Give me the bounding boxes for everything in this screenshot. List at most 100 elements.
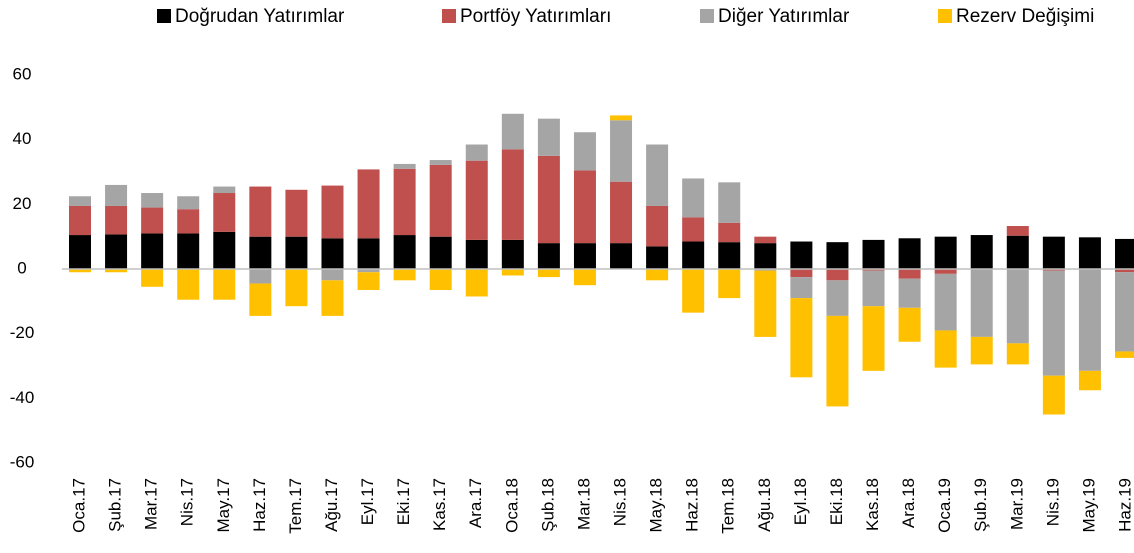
x-tick-group: Oca.18 (502, 478, 521, 533)
x-tick-group: Eyl.17 (358, 478, 377, 525)
y-tick-label: 40 (13, 129, 32, 148)
x-tick-group: Mar.18 (574, 478, 593, 530)
y-tick-label: 20 (13, 194, 32, 213)
x-tick-label: Tem.18 (719, 478, 738, 534)
bar-segment (682, 269, 705, 313)
legend-swatch (938, 9, 952, 23)
bar-segment (69, 269, 91, 273)
bar-segment (573, 170, 596, 244)
bar-segment (898, 278, 921, 308)
x-tick-label: Haz.19 (1115, 478, 1134, 532)
x-tick-group: Ara.17 (466, 478, 485, 528)
bar-segment (177, 196, 200, 210)
x-tick-group: Nis.18 (611, 478, 630, 526)
bar-segment (537, 118, 560, 156)
bar-segment (1115, 351, 1134, 358)
bar-segment (177, 209, 200, 234)
y-tick-label: -20 (10, 323, 35, 342)
bar-segment (862, 306, 885, 371)
bar-segment (862, 270, 885, 307)
bar-segment (1042, 375, 1065, 415)
x-tick-label: Mar.18 (574, 478, 593, 530)
bar-segment (465, 144, 488, 161)
bar-segment (1006, 225, 1029, 236)
bar-segment (970, 336, 993, 365)
x-tick-label: Ağu.18 (755, 478, 774, 532)
bar-segment (321, 185, 344, 239)
x-tick-label: Nis.19 (1043, 478, 1062, 526)
x-tick-group: Eki.17 (394, 478, 413, 525)
bar-segment (357, 269, 380, 273)
bar-segment (177, 269, 200, 300)
bar-segment (934, 269, 957, 274)
bar-segment (573, 132, 596, 171)
bar-segment (826, 242, 849, 269)
y-tick-label: 60 (13, 64, 32, 83)
bar-segment (718, 242, 741, 269)
x-tick-group: Kas.18 (863, 478, 882, 531)
bar-segment (610, 120, 633, 182)
bar-segment (249, 236, 272, 269)
bar-segment (141, 233, 164, 269)
x-tick-group: Ara.18 (899, 478, 918, 528)
bar-segment (862, 269, 885, 271)
bar-segment (1042, 236, 1065, 269)
bar-segment (1078, 370, 1101, 391)
bar-segment (501, 149, 524, 240)
bar-segment (105, 184, 128, 206)
bar-segment (141, 207, 164, 234)
bar-segment (321, 280, 344, 316)
x-tick-group: Haz.18 (683, 478, 702, 532)
bar-segment (682, 241, 705, 269)
bar-segment (141, 193, 164, 208)
bar-segment (69, 196, 91, 206)
bar-segment (682, 178, 705, 218)
x-tick-group: Haz.19 (1115, 478, 1134, 532)
bar-segment (501, 269, 524, 276)
bar-segment (105, 269, 128, 273)
x-tick-group: Nis.19 (1043, 478, 1062, 526)
bar-segment (610, 181, 633, 244)
x-tick-label: Kas.18 (863, 478, 882, 531)
bar-segment (610, 243, 633, 269)
bar-segment (465, 269, 488, 297)
bar-segment (249, 186, 272, 237)
x-tick-group: Haz.17 (250, 478, 269, 532)
bar-segment (790, 298, 813, 378)
bar-segment (1006, 269, 1029, 344)
bar-segment (754, 236, 777, 244)
bar-segment (285, 269, 308, 307)
bar-segment (898, 238, 921, 269)
bar-segment (610, 115, 633, 121)
bar-segment (718, 182, 741, 223)
bar-segment (646, 269, 669, 281)
bar-segment (393, 163, 416, 169)
bar-segment (501, 239, 524, 269)
bar-segment (754, 243, 777, 269)
x-tick-group: Oca.17 (69, 478, 88, 533)
bar-segment (970, 269, 993, 337)
bar-segment (790, 241, 813, 269)
bar-segment (1115, 269, 1134, 273)
bar-segment (934, 236, 957, 269)
y-tick-label: 0 (17, 258, 26, 277)
x-tick-label: Mar.19 (1007, 478, 1026, 530)
x-tick-label: Haz.18 (683, 478, 702, 532)
x-tick-label: May.18 (647, 478, 666, 533)
x-tick-group: May.18 (647, 478, 666, 533)
bar-segment (393, 235, 416, 269)
legend-label: Portföy Yatırımları (460, 6, 611, 27)
legend-label: Doğrudan Yatırımlar (175, 6, 345, 27)
bar-segment (537, 243, 560, 269)
bar-segment (321, 238, 344, 269)
bar-segment (682, 217, 705, 242)
bar-segment (285, 236, 308, 269)
bar-segment (934, 330, 957, 368)
x-tick-label: Mar.17 (142, 478, 161, 530)
bar-segment (934, 273, 957, 331)
bar-segment (105, 234, 128, 269)
bar-segment (646, 144, 669, 206)
bar-segment (573, 243, 596, 269)
x-tick-group: Kas.17 (430, 478, 449, 531)
bar-segment (537, 269, 560, 278)
